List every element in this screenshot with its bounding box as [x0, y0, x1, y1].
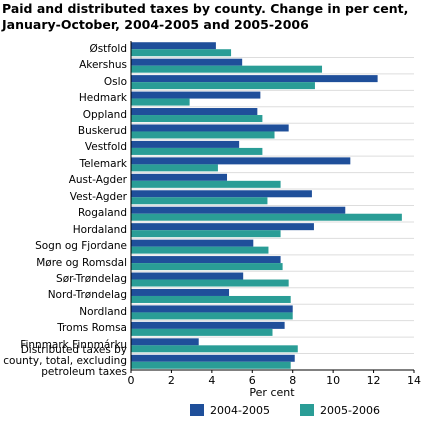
y-tick-label: Østfold	[89, 42, 127, 55]
legend-swatch	[190, 404, 204, 416]
y-tick-label: Vestfold	[84, 141, 127, 154]
bar	[131, 190, 312, 198]
bar	[131, 157, 351, 165]
y-tick-label: Hordaland	[72, 223, 127, 236]
x-tick-label: 8	[289, 374, 296, 387]
y-tick-label: Nordland	[79, 305, 127, 318]
bar	[131, 131, 275, 139]
bar	[131, 223, 314, 231]
x-tick-label: 12	[367, 374, 381, 387]
y-tick-label: Finnmark Finnmárku	[20, 338, 127, 351]
y-tick-label: Sogn og Fjordane	[35, 240, 127, 253]
bar	[131, 108, 258, 116]
bar	[131, 147, 263, 155]
bar	[131, 65, 323, 73]
bar	[131, 82, 315, 90]
y-tick-label: Troms Romsa	[57, 322, 127, 335]
bar	[131, 338, 199, 346]
y-tick-label: Telemark	[79, 157, 127, 170]
bar	[131, 173, 228, 181]
bar	[131, 49, 232, 57]
bar	[131, 354, 295, 362]
bar	[131, 91, 261, 99]
y-tick-label: Oslo	[103, 75, 127, 88]
y-tick-label: Buskerud	[77, 124, 127, 137]
y-tick-label: Vest-Agder	[69, 190, 127, 203]
bar	[131, 288, 230, 296]
bar	[131, 345, 298, 353]
bar	[131, 213, 402, 221]
y-tick-label: Nord-Trøndelag	[47, 289, 127, 302]
bar	[131, 115, 263, 123]
bar	[131, 98, 190, 106]
y-tick-label: Aust-Agder	[68, 174, 127, 187]
x-tick-label: 2	[168, 374, 175, 387]
bar	[131, 206, 346, 214]
bar	[131, 239, 254, 247]
bar	[131, 295, 291, 303]
bar	[131, 230, 281, 238]
bar	[131, 75, 378, 83]
x-tick-label: 14	[407, 374, 421, 387]
bar	[131, 279, 289, 287]
chart-title: Paid and distributed taxes by county. Ch…	[2, 1, 409, 32]
bar	[131, 263, 283, 271]
bar	[131, 164, 218, 172]
y-tick-label: Hedmark	[78, 92, 127, 105]
legend-label: 2004-2005	[210, 404, 270, 417]
bar	[131, 140, 240, 148]
bar	[131, 328, 273, 336]
y-tick-label: Akershus	[79, 59, 127, 72]
y-tick-label: Oppland	[82, 108, 127, 121]
bar	[131, 305, 293, 313]
x-tick-label: 10	[326, 374, 340, 387]
bar	[131, 312, 293, 320]
legend-swatch	[300, 404, 314, 416]
y-tick-label: Sør-Trøndelag	[56, 273, 127, 286]
bar	[131, 361, 291, 369]
legend-label: 2005-2006	[320, 404, 380, 417]
y-tick-label: Møre og Romsdal	[36, 256, 127, 269]
bar	[131, 246, 269, 254]
x-axis-label: Per cent	[249, 386, 295, 399]
bar	[131, 180, 281, 188]
x-tick-label: 6	[249, 374, 256, 387]
bar	[131, 58, 243, 66]
bar	[131, 42, 216, 50]
y-tick-label: Rogaland	[77, 207, 127, 220]
bar	[131, 256, 281, 264]
y-tick-label: Distributed taxes by county, total, excl…	[3, 344, 127, 379]
x-tick-label: 0	[128, 374, 135, 387]
bar	[131, 124, 289, 132]
bar	[131, 272, 244, 280]
bar	[131, 197, 268, 205]
x-tick-label: 4	[208, 374, 215, 387]
bar	[131, 321, 285, 329]
